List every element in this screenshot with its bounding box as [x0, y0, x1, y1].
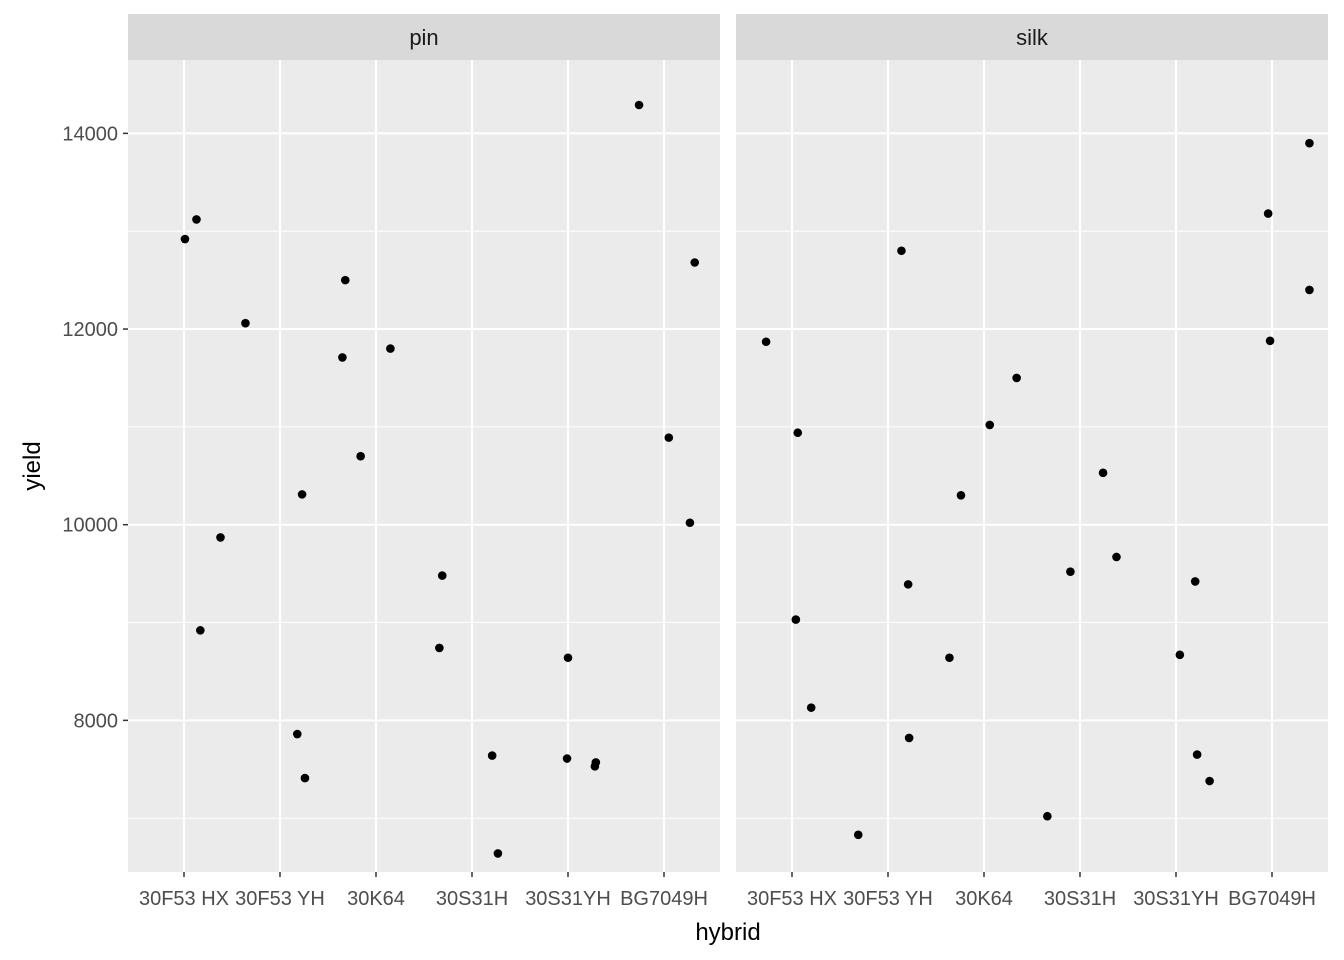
- data-point: [192, 215, 201, 224]
- data-point: [562, 754, 572, 763]
- data-point: [1190, 577, 1200, 586]
- data-point: [437, 571, 447, 580]
- x-tick-label: 30K64: [347, 888, 405, 910]
- data-point: [493, 849, 503, 858]
- data-point: [897, 246, 906, 256]
- data-point: [903, 580, 913, 589]
- y-tick-label: 8000: [74, 710, 119, 732]
- data-point: [945, 653, 954, 663]
- data-point: [985, 420, 995, 430]
- panel-background: [736, 60, 1328, 872]
- data-point: [386, 344, 395, 353]
- data-point: [356, 451, 365, 461]
- data-point: [300, 773, 310, 783]
- data-point: [338, 353, 347, 362]
- y-axis-title: yield: [19, 441, 46, 490]
- data-point: [563, 653, 573, 663]
- data-point: [196, 626, 205, 635]
- data-point: [216, 533, 225, 542]
- data-point: [487, 751, 497, 760]
- data-point: [180, 234, 190, 244]
- data-point: [690, 258, 700, 267]
- data-point: [1265, 336, 1275, 346]
- data-point: [791, 615, 801, 624]
- data-point: [853, 830, 863, 840]
- data-point: [1012, 373, 1021, 383]
- facet-panel-silk: silk 30F53 HX 30F53 YH 30K64 30S31H 30S31YH BG…: [736, 14, 1328, 910]
- data-point: [1175, 650, 1185, 660]
- data-point: [685, 518, 695, 528]
- data-point: [297, 490, 307, 499]
- x-tick-label: 30F53 YH: [843, 888, 933, 910]
- data-point: [241, 318, 250, 328]
- data-point: [761, 337, 771, 347]
- x-tick-label: 30K64: [955, 888, 1013, 910]
- data-point: [664, 433, 674, 442]
- data-point: [1192, 750, 1202, 759]
- x-tick-label: 30S31H: [436, 888, 508, 910]
- facet-panel-pin: pin 30F53 HX 30F53 YH 30K64 30S31H 30S31YH BG7…: [128, 14, 720, 910]
- x-tick-label: 30S31YH: [1133, 888, 1219, 910]
- x-tick-label: BG7049H: [620, 888, 708, 910]
- panel-background: [128, 60, 720, 872]
- y-tick-label: 14000: [62, 123, 118, 145]
- data-point: [1305, 285, 1314, 295]
- y-axis: 8000 10000 12000 14000: [62, 123, 128, 732]
- data-point: [1043, 811, 1052, 821]
- facet-strip: [128, 14, 720, 60]
- data-point: [435, 643, 444, 653]
- x-tick-label: BG7049H: [1228, 888, 1316, 910]
- y-tick-label: 12000: [62, 319, 118, 341]
- data-point: [292, 729, 302, 739]
- facet-strip-label: silk: [1016, 25, 1049, 50]
- data-point: [1205, 776, 1214, 786]
- x-axis-title: hybrid: [695, 919, 760, 946]
- facet-panels: pin 30F53 HX 30F53 YH 30K64 30S31H 30S31YH BG7…: [128, 14, 1328, 910]
- x-tick-label: 30S31H: [1044, 888, 1116, 910]
- x-tick-label: 30F53 HX: [139, 888, 229, 910]
- data-point: [1263, 209, 1273, 218]
- facet-strip-label: pin: [409, 25, 438, 50]
- data-point: [1305, 138, 1314, 148]
- facet-strip: [736, 14, 1328, 60]
- data-point: [904, 733, 914, 743]
- x-tick-label: 30F53 YH: [235, 888, 325, 910]
- y-tick-label: 10000: [62, 515, 118, 537]
- data-point: [793, 428, 803, 438]
- data-point: [1066, 567, 1075, 576]
- data-point: [1098, 468, 1108, 478]
- data-point: [956, 491, 966, 500]
- data-point: [1112, 552, 1121, 562]
- x-tick-label: 30F53 HX: [747, 888, 837, 910]
- data-point: [806, 703, 816, 712]
- data-point: [591, 758, 601, 767]
- data-point: [634, 100, 644, 110]
- data-point: [340, 275, 350, 285]
- x-tick-label: 30S31YH: [525, 888, 611, 910]
